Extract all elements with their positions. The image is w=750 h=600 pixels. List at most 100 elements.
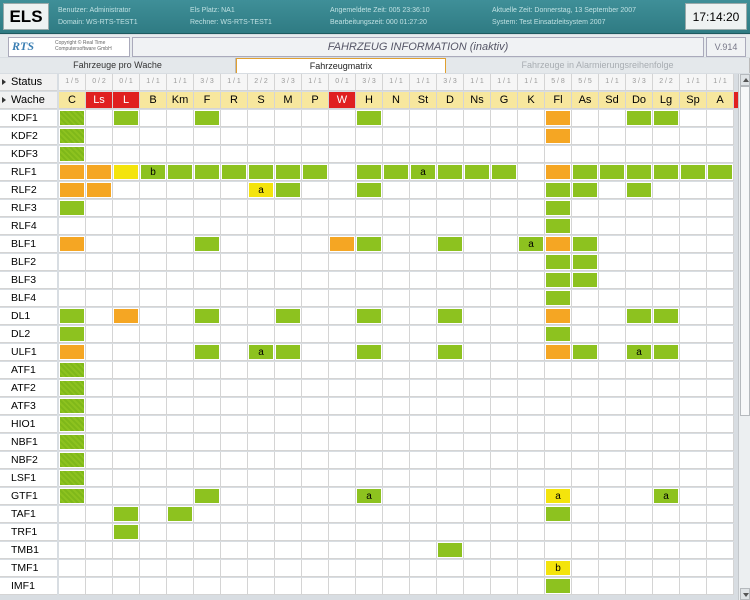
matrix-cell[interactable] bbox=[518, 362, 545, 379]
matrix-cell[interactable] bbox=[383, 272, 410, 289]
matrix-cell[interactable] bbox=[572, 578, 599, 595]
matrix-cell[interactable] bbox=[680, 326, 707, 343]
matrix-cell[interactable] bbox=[707, 488, 734, 505]
matrix-cell[interactable] bbox=[491, 488, 518, 505]
wache-header-d[interactable]: D bbox=[437, 92, 464, 109]
matrix-cell[interactable] bbox=[221, 344, 248, 361]
matrix-cell[interactable] bbox=[302, 146, 329, 163]
matrix-cell[interactable] bbox=[518, 560, 545, 577]
matrix-cell[interactable] bbox=[545, 524, 572, 541]
matrix-cell[interactable] bbox=[113, 398, 140, 415]
matrix-cell[interactable] bbox=[572, 200, 599, 217]
matrix-cell[interactable] bbox=[464, 272, 491, 289]
matrix-cell[interactable] bbox=[653, 272, 680, 289]
matrix-cell[interactable]: a bbox=[653, 488, 680, 505]
matrix-cell[interactable] bbox=[86, 524, 113, 541]
wache-header-n[interactable]: N bbox=[383, 92, 410, 109]
matrix-cell[interactable] bbox=[113, 488, 140, 505]
matrix-cell[interactable] bbox=[86, 362, 113, 379]
matrix-cell[interactable] bbox=[113, 542, 140, 559]
matrix-cell[interactable] bbox=[275, 182, 302, 199]
matrix-cell[interactable] bbox=[680, 542, 707, 559]
matrix-cell[interactable] bbox=[599, 308, 626, 325]
matrix-cell[interactable] bbox=[113, 416, 140, 433]
matrix-cell[interactable] bbox=[86, 344, 113, 361]
matrix-cell[interactable] bbox=[410, 506, 437, 523]
matrix-cell[interactable] bbox=[302, 344, 329, 361]
matrix-cell[interactable] bbox=[437, 542, 464, 559]
matrix-cell[interactable] bbox=[221, 578, 248, 595]
matrix-cell[interactable] bbox=[518, 452, 545, 469]
matrix-cell[interactable] bbox=[329, 290, 356, 307]
matrix-cell[interactable] bbox=[86, 452, 113, 469]
matrix-cell[interactable] bbox=[383, 218, 410, 235]
matrix-cell[interactable] bbox=[140, 128, 167, 145]
matrix-cell[interactable] bbox=[248, 560, 275, 577]
matrix-cell[interactable] bbox=[437, 452, 464, 469]
matrix-cell[interactable] bbox=[491, 452, 518, 469]
matrix-cell[interactable] bbox=[329, 182, 356, 199]
matrix-cell[interactable] bbox=[545, 398, 572, 415]
matrix-cell[interactable] bbox=[599, 164, 626, 181]
matrix-cell[interactable] bbox=[329, 218, 356, 235]
matrix-cell[interactable] bbox=[59, 308, 86, 325]
matrix-cell[interactable] bbox=[356, 380, 383, 397]
matrix-cell[interactable] bbox=[518, 272, 545, 289]
matrix-cell[interactable] bbox=[410, 308, 437, 325]
matrix-cell[interactable] bbox=[167, 272, 194, 289]
matrix-cell[interactable] bbox=[653, 560, 680, 577]
matrix-cell[interactable] bbox=[680, 254, 707, 271]
matrix-cell[interactable] bbox=[59, 380, 86, 397]
matrix-cell[interactable] bbox=[59, 326, 86, 343]
matrix-cell[interactable] bbox=[59, 200, 86, 217]
matrix-cell[interactable] bbox=[86, 272, 113, 289]
matrix-cell[interactable] bbox=[491, 560, 518, 577]
matrix-cell[interactable] bbox=[59, 560, 86, 577]
matrix-cell[interactable] bbox=[464, 254, 491, 271]
matrix-cell[interactable] bbox=[383, 542, 410, 559]
matrix-cell[interactable] bbox=[140, 254, 167, 271]
matrix-cell[interactable] bbox=[410, 326, 437, 343]
matrix-cell[interactable] bbox=[59, 218, 86, 235]
matrix-cell[interactable] bbox=[464, 236, 491, 253]
matrix-cell[interactable] bbox=[194, 110, 221, 127]
matrix-cell[interactable] bbox=[221, 128, 248, 145]
matrix-cell[interactable] bbox=[167, 416, 194, 433]
matrix-cell[interactable] bbox=[59, 146, 86, 163]
matrix-cell[interactable] bbox=[329, 326, 356, 343]
matrix-cell[interactable] bbox=[167, 146, 194, 163]
matrix-cell[interactable] bbox=[194, 434, 221, 451]
matrix-cell[interactable] bbox=[248, 398, 275, 415]
matrix-cell[interactable] bbox=[140, 290, 167, 307]
matrix-cell[interactable] bbox=[383, 452, 410, 469]
matrix-cell[interactable] bbox=[437, 380, 464, 397]
matrix-cell[interactable] bbox=[491, 416, 518, 433]
matrix-cell[interactable] bbox=[653, 380, 680, 397]
matrix-cell[interactable] bbox=[167, 326, 194, 343]
matrix-cell[interactable] bbox=[248, 362, 275, 379]
matrix-cell[interactable] bbox=[59, 128, 86, 145]
matrix-cell[interactable] bbox=[599, 578, 626, 595]
matrix-cell[interactable] bbox=[329, 380, 356, 397]
matrix-cell[interactable] bbox=[113, 254, 140, 271]
matrix-cell[interactable] bbox=[707, 164, 734, 181]
matrix-cell[interactable] bbox=[140, 182, 167, 199]
matrix-cell[interactable] bbox=[491, 128, 518, 145]
matrix-cell[interactable] bbox=[464, 200, 491, 217]
matrix-cell[interactable] bbox=[707, 344, 734, 361]
matrix-cell[interactable] bbox=[491, 218, 518, 235]
matrix-cell[interactable] bbox=[140, 326, 167, 343]
matrix-cell[interactable] bbox=[383, 578, 410, 595]
matrix-cell[interactable] bbox=[626, 380, 653, 397]
matrix-cell[interactable] bbox=[626, 290, 653, 307]
matrix-cell[interactable] bbox=[383, 344, 410, 361]
matrix-cell[interactable] bbox=[518, 380, 545, 397]
matrix-cell[interactable] bbox=[86, 398, 113, 415]
matrix-cell[interactable] bbox=[59, 524, 86, 541]
matrix-cell[interactable] bbox=[221, 362, 248, 379]
matrix-cell[interactable] bbox=[113, 110, 140, 127]
matrix-cell[interactable] bbox=[437, 110, 464, 127]
wache-header-m[interactable]: M bbox=[275, 92, 302, 109]
matrix-cell[interactable] bbox=[275, 164, 302, 181]
matrix-cell[interactable] bbox=[572, 344, 599, 361]
